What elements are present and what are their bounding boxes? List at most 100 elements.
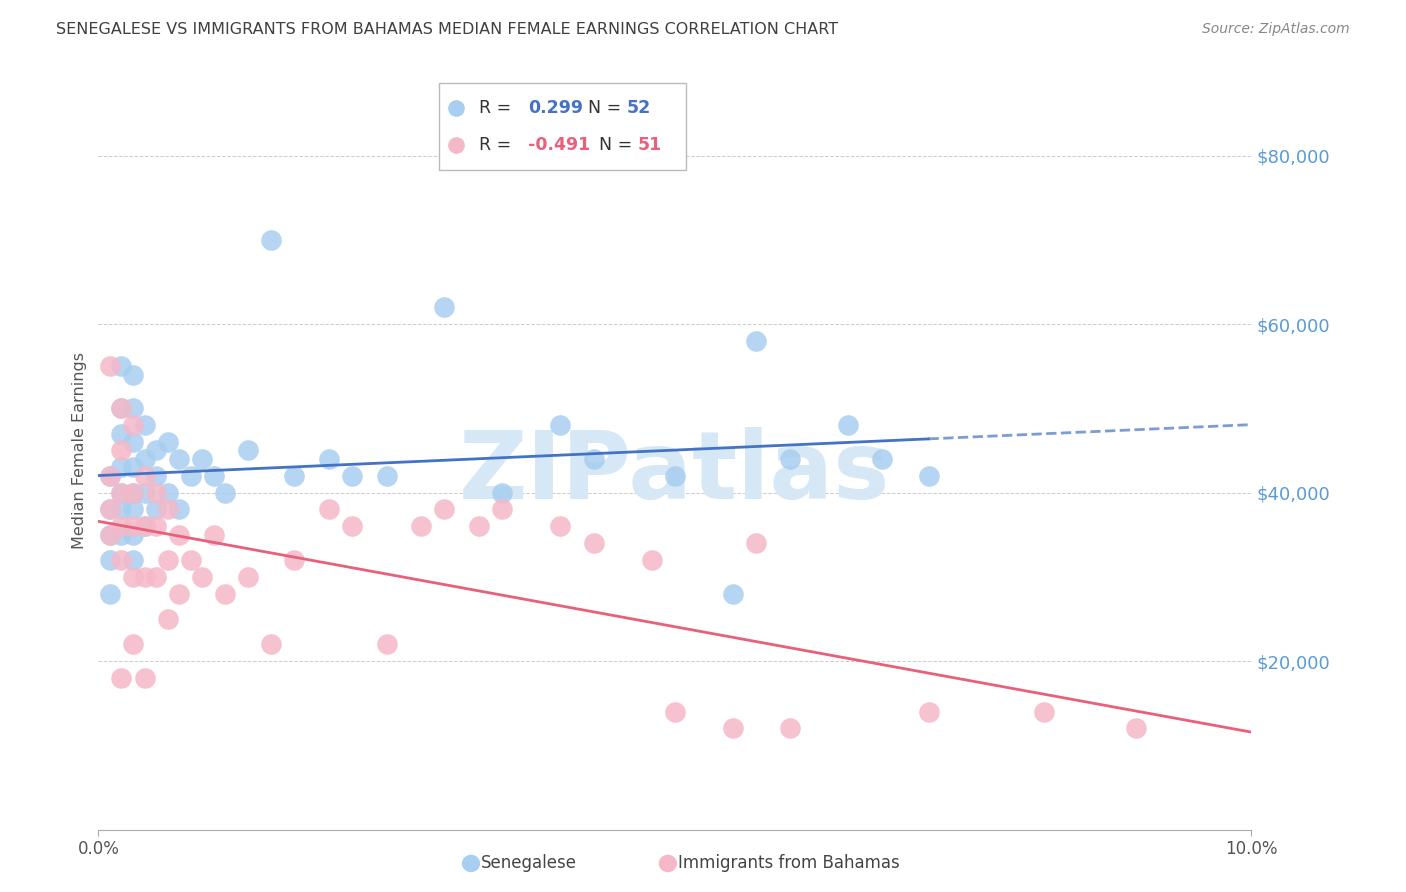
Point — [98, 527, 121, 541]
Point — [917, 705, 939, 719]
Point — [779, 451, 801, 466]
Text: 0.299: 0.299 — [529, 99, 583, 117]
Text: -0.491: -0.491 — [529, 136, 591, 154]
Point — [202, 527, 225, 541]
Point — [110, 502, 132, 516]
Point — [98, 502, 121, 516]
Point — [145, 519, 167, 533]
Point — [122, 435, 145, 450]
Point — [744, 536, 766, 550]
Point — [318, 451, 340, 466]
Point — [145, 468, 167, 483]
Point — [98, 527, 121, 541]
Point — [548, 418, 571, 433]
Point — [156, 553, 179, 567]
Point — [837, 418, 859, 433]
Point — [110, 401, 132, 416]
Text: SENEGALESE VS IMMIGRANTS FROM BAHAMAS MEDIAN FEMALE EARNINGS CORRELATION CHART: SENEGALESE VS IMMIGRANTS FROM BAHAMAS ME… — [56, 22, 838, 37]
Point — [167, 587, 190, 601]
Point — [156, 485, 179, 500]
Point — [122, 368, 145, 382]
Point — [98, 468, 121, 483]
Point — [110, 553, 132, 567]
Point — [134, 570, 156, 584]
Point — [283, 468, 305, 483]
Point — [134, 519, 156, 533]
Point — [122, 485, 145, 500]
Point — [110, 485, 132, 500]
Point — [491, 502, 513, 516]
Point — [110, 401, 132, 416]
Text: N =: N = — [589, 136, 638, 154]
Point — [98, 587, 121, 601]
Point — [340, 519, 363, 533]
Point — [191, 451, 214, 466]
Point — [122, 527, 145, 541]
Point — [156, 435, 179, 450]
Point — [779, 722, 801, 736]
Point — [98, 468, 121, 483]
Point — [122, 418, 145, 433]
Point — [721, 722, 744, 736]
Text: Source: ZipAtlas.com: Source: ZipAtlas.com — [1202, 22, 1350, 37]
Point — [744, 334, 766, 348]
Point — [134, 519, 156, 533]
Point — [122, 553, 145, 567]
Point — [110, 359, 132, 374]
Point — [721, 587, 744, 601]
Point — [122, 502, 145, 516]
Point — [134, 671, 156, 685]
Point — [238, 570, 260, 584]
Point — [191, 570, 214, 584]
Y-axis label: Median Female Earnings: Median Female Earnings — [72, 352, 87, 549]
Text: ZIPatlas: ZIPatlas — [460, 427, 890, 519]
Point — [167, 527, 190, 541]
Point — [180, 468, 202, 483]
Point — [375, 468, 398, 483]
Point — [110, 443, 132, 458]
Point — [340, 468, 363, 483]
Point — [145, 485, 167, 500]
Point — [872, 451, 894, 466]
Point — [145, 443, 167, 458]
Point — [238, 443, 260, 458]
Point — [134, 468, 156, 483]
Point — [167, 451, 190, 466]
Point — [1032, 705, 1054, 719]
Point — [583, 451, 606, 466]
Point — [1125, 722, 1147, 736]
Point — [110, 426, 132, 441]
Point — [214, 587, 236, 601]
Point — [98, 359, 121, 374]
Point — [156, 612, 179, 626]
Point — [664, 468, 686, 483]
Point — [202, 468, 225, 483]
Point — [122, 460, 145, 475]
Point — [110, 519, 132, 533]
Point — [411, 519, 433, 533]
Point — [145, 570, 167, 584]
Point — [180, 553, 202, 567]
Point — [110, 671, 132, 685]
Point — [583, 536, 606, 550]
FancyBboxPatch shape — [439, 83, 686, 170]
Point — [167, 502, 190, 516]
Point — [110, 485, 132, 500]
Point — [122, 401, 145, 416]
Point — [433, 300, 456, 314]
Point — [641, 553, 664, 567]
Text: 51: 51 — [638, 136, 662, 154]
Point — [433, 502, 456, 516]
Point — [122, 485, 145, 500]
Text: R =: R = — [479, 136, 516, 154]
Text: N =: N = — [576, 99, 627, 117]
Text: R =: R = — [479, 99, 516, 117]
Point — [98, 502, 121, 516]
Point — [664, 705, 686, 719]
Point — [98, 553, 121, 567]
Point — [110, 527, 132, 541]
Point — [283, 553, 305, 567]
Point — [260, 233, 283, 247]
Text: 52: 52 — [627, 99, 651, 117]
Point — [214, 485, 236, 500]
